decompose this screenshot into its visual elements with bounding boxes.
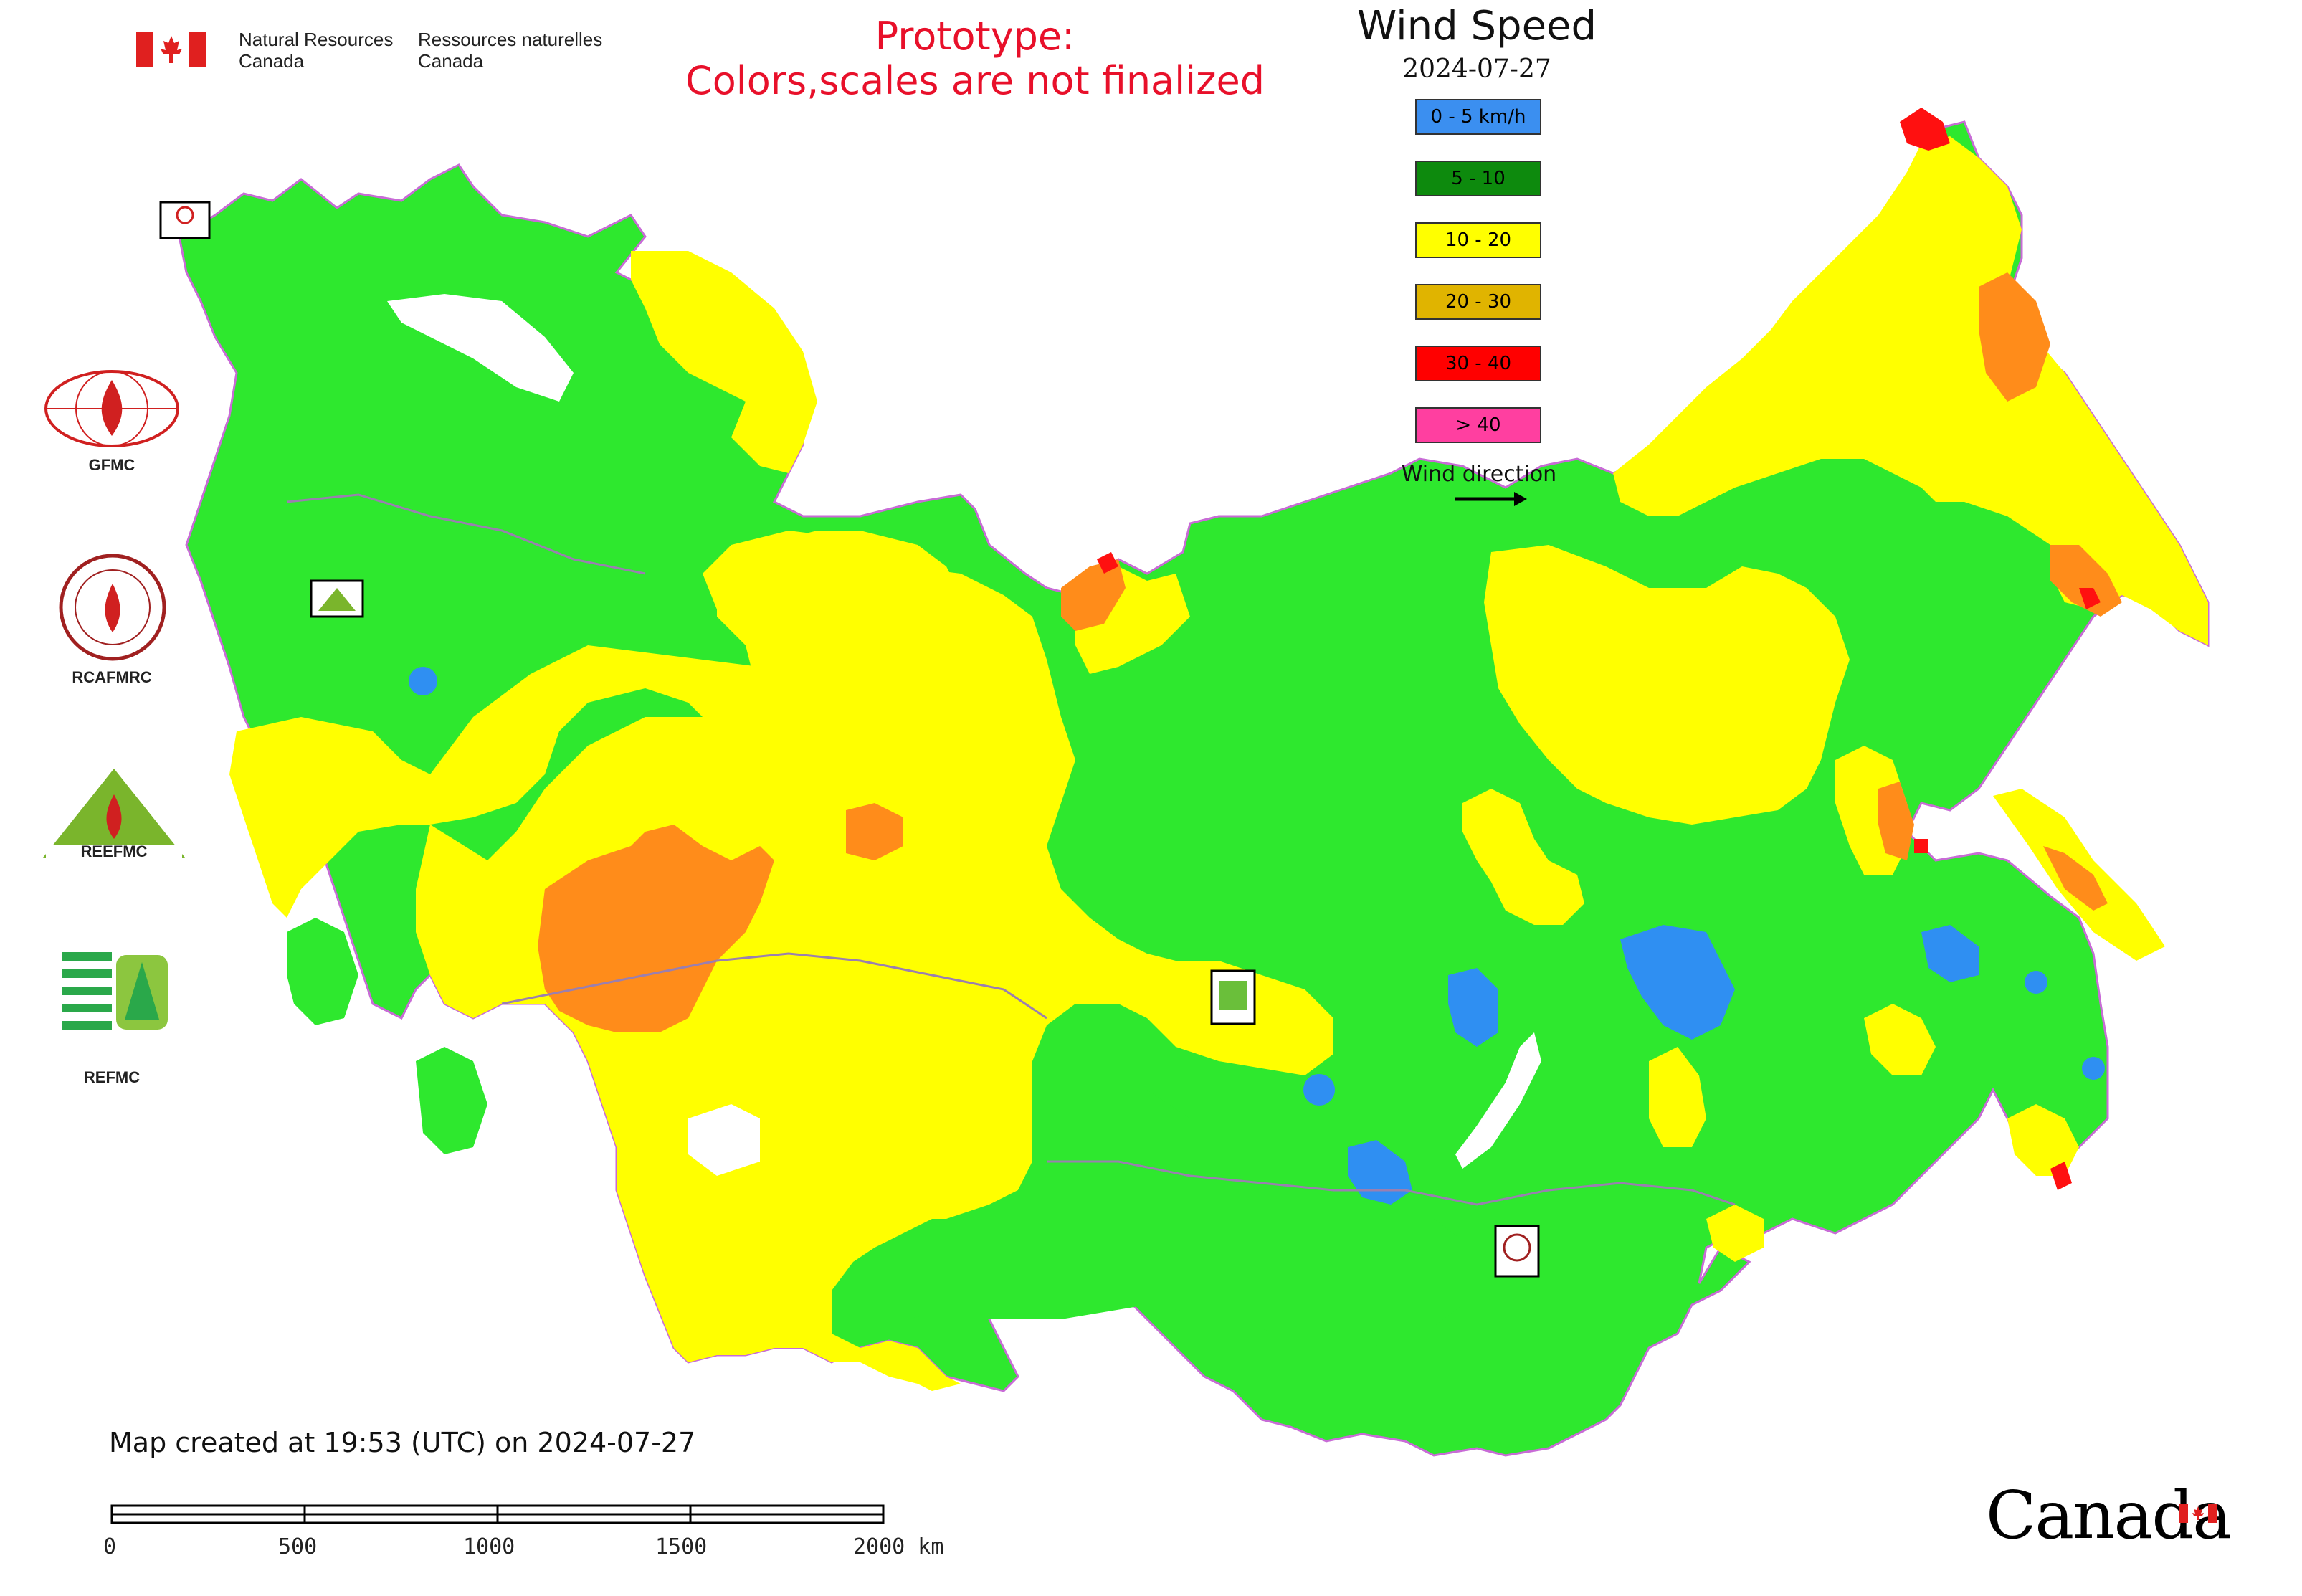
red-zone-okhotsk	[1914, 839, 1928, 853]
green-zone-west-sea	[287, 918, 358, 1025]
legend-item-10-20: 10 - 20	[1415, 222, 1541, 258]
gfmc-logo-icon	[42, 366, 182, 455]
green-zone-caspian	[416, 1047, 487, 1154]
legend-item-30-40: 30 - 40	[1415, 346, 1541, 381]
blue-zone-small-2	[409, 667, 437, 695]
legend-item-label: 0 - 5 km/h	[1430, 106, 1526, 128]
white-zone-kazakh-salt	[688, 1104, 760, 1176]
red-zone-sakhalin	[2050, 1162, 2072, 1190]
blue-zone-baikal-north	[1620, 925, 1735, 1040]
legend-item-0-5: 0 - 5 km/h	[1415, 99, 1541, 135]
orange-zone-kamchatka-south	[2050, 545, 2122, 617]
svg-text:REEFMC: REEFMC	[81, 842, 148, 860]
legend-item-label: 30 - 40	[1445, 353, 1512, 374]
legend-item-label: 20 - 30	[1445, 291, 1512, 313]
orange-zone-yamal	[1061, 559, 1126, 631]
scale-tick-500: 500	[278, 1534, 318, 1559]
map-created-timestamp: Map created at 19:53 (UTC) on 2024-07-27	[109, 1427, 696, 1458]
canada-wordmark-text: Canada	[1986, 1477, 2232, 1554]
yellow-zone-north-central	[717, 531, 961, 667]
scale-tick-0: 0	[103, 1534, 117, 1559]
legend-item-label: > 40	[1455, 414, 1501, 436]
agency-name-french: Ressources naturelles Canada	[418, 29, 603, 72]
refmc-logo-icon	[59, 945, 171, 1043]
orange-zone-central	[538, 825, 774, 1032]
red-zone-chukotka	[1900, 108, 1950, 151]
orange-zone-north	[846, 803, 903, 860]
rcafmrc-logo-icon	[57, 552, 168, 666]
station-gfmc-marker	[159, 201, 211, 239]
blue-zone-small-4	[2025, 971, 2047, 994]
border-line-1	[501, 952, 1047, 1020]
orange-zone-kamchatka	[1979, 272, 2050, 402]
reefmc-logo-icon: REEFMC	[39, 766, 189, 870]
legend-item-20-30: 20 - 30	[1415, 284, 1541, 320]
canada-wordmark-flag-icon	[2179, 1504, 2217, 1526]
agency-name-english: Natural Resources Canada	[239, 29, 394, 72]
canada-flag-icon	[136, 32, 206, 71]
blue-zone-east	[1921, 925, 1979, 982]
border-line-2	[1047, 1160, 1736, 1206]
station-refmc-marker	[1210, 969, 1256, 1025]
wind-direction-arrow-icon	[1455, 492, 1527, 506]
white-zone-baikal	[1455, 1032, 1541, 1169]
yellow-zone-far-east	[1613, 136, 2208, 645]
legend-item-over-40: > 40	[1415, 407, 1541, 443]
scale-bar	[110, 1504, 885, 1524]
yellow-zone-manchuria	[1706, 1205, 1764, 1262]
org-label-gfmc: GFMC	[88, 456, 135, 474]
legend-item-label: 10 - 20	[1445, 229, 1512, 251]
yellow-zone-south-east	[1864, 1004, 1936, 1075]
yellow-zone-central	[416, 531, 1333, 1391]
border-line-3	[286, 493, 646, 575]
station-rcafmrc-marker	[1494, 1225, 1540, 1278]
yellow-zone-east-blob	[1462, 789, 1584, 925]
blue-zone-small-1	[1303, 1074, 1335, 1106]
scale-tick-2000: 2000 km	[853, 1534, 944, 1559]
blue-zone-small-3	[2082, 1057, 2105, 1080]
green-zone-south	[832, 1068, 1477, 1348]
station-reefmc-marker	[310, 579, 364, 618]
blue-zone-baikal-west	[1448, 968, 1498, 1047]
legend-title: Wind Speed	[1356, 3, 1597, 49]
prototype-notice: Prototype: Colors,scales are not finaliz…	[685, 14, 1265, 103]
orange-zone-sakhalin	[2043, 846, 2108, 911]
blue-zone-baikal-south	[1348, 1140, 1412, 1205]
white-zone-baltic-gulf	[387, 294, 574, 402]
yellow-zone-baikal	[1649, 1047, 1706, 1147]
org-label-refmc: REFMC	[83, 1068, 141, 1086]
red-zone-kamchatka	[2079, 588, 2101, 609]
scale-tick-1500: 1500	[655, 1534, 708, 1559]
red-zone-yamal	[1097, 552, 1118, 574]
orange-zone-okhotsk	[1878, 782, 1914, 860]
legend-item-5-10: 5 - 10	[1415, 161, 1541, 196]
scale-tick-1000: 1000	[463, 1534, 515, 1559]
org-label-rcafmrc: RCAFMRC	[72, 668, 152, 686]
yellow-zone-primorye	[2007, 1104, 2079, 1176]
wind-direction-label: Wind direction	[1401, 462, 1557, 487]
yellow-zone-north-west	[631, 251, 817, 473]
legend-date: 2024-07-27	[1402, 54, 1551, 84]
canada-wordmark: Canada	[1986, 1477, 2232, 1554]
yellow-zone-west	[229, 645, 817, 918]
yellow-zone-east-north	[1484, 545, 1850, 825]
legend-item-label: 5 - 10	[1451, 168, 1506, 189]
